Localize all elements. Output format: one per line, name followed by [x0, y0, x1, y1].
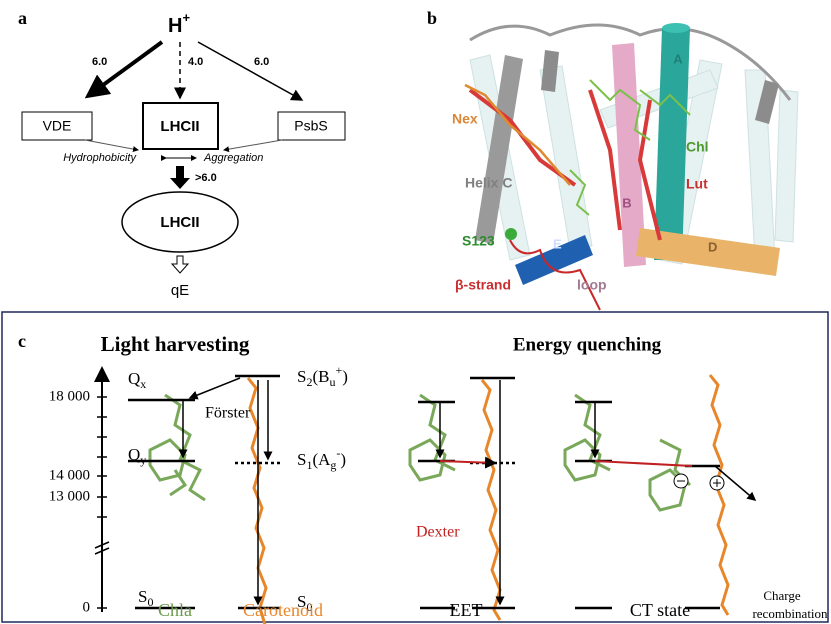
- box-label: VDE: [43, 118, 72, 134]
- axis-label: 0: [83, 599, 91, 615]
- box-label: PsbS: [294, 118, 327, 134]
- arrow-label: 4.0: [188, 56, 203, 68]
- helix-cap: [662, 23, 690, 33]
- transfer-label: Dexter: [416, 524, 460, 541]
- arrow: [224, 140, 282, 150]
- structure-label: Lut: [686, 176, 708, 192]
- ellipse-label: LHCII: [160, 214, 199, 231]
- dexter-transfer: [440, 461, 495, 463]
- structure-label: Nex: [452, 111, 478, 127]
- level-part: (B: [312, 367, 329, 386]
- level-main: Q: [128, 369, 140, 388]
- arrow: [170, 166, 190, 189]
- transfer-label: recombination: [752, 606, 828, 621]
- level-sub: x: [140, 377, 146, 391]
- transfer-label: Förster: [205, 405, 251, 422]
- axis-label: 14 000: [49, 467, 90, 483]
- result: qE: [171, 282, 189, 299]
- panel-letter: c: [18, 331, 26, 351]
- transitions: [183, 378, 755, 604]
- structure-label: A: [673, 51, 683, 66]
- panel-a: a H+ 6.0 4.0 6.0 VDE LHCII PsbS Hydropho…: [18, 8, 345, 299]
- level-sub: 0: [147, 595, 153, 609]
- arrow-label: 6.0: [92, 56, 107, 68]
- arrow-label: 6.0: [254, 56, 269, 68]
- arrow: [198, 42, 302, 100]
- proton-sup: +: [182, 10, 190, 25]
- proton-main: H: [168, 15, 182, 37]
- level-part: ): [342, 367, 348, 386]
- caption: Chla: [158, 600, 192, 620]
- caption: Carotenoid: [243, 600, 323, 620]
- level-part: S: [297, 367, 306, 386]
- structure-label: B: [622, 195, 631, 210]
- level-sub: y: [140, 453, 146, 467]
- caption: CT state: [630, 600, 690, 620]
- structure-label: E: [553, 236, 562, 251]
- caption: EET: [450, 600, 483, 620]
- section-title: Light harvesting: [101, 332, 250, 356]
- level-main: Q: [128, 445, 140, 464]
- level-main: S: [138, 587, 147, 606]
- level-part: g: [330, 458, 336, 472]
- structure-label: D: [708, 239, 717, 254]
- panel-c: c Light harvesting Energy quenching 18 0…: [2, 312, 828, 624]
- level-part: S: [297, 450, 306, 469]
- transfer-label: Charge: [763, 588, 801, 603]
- axis-label: 18 000: [49, 388, 90, 404]
- link-label: Hydrophobicity: [63, 152, 137, 164]
- structure-label: loop: [577, 277, 607, 293]
- arrow: [85, 140, 138, 150]
- section-title: Energy quenching: [513, 334, 662, 355]
- level-part: ): [340, 450, 346, 469]
- arrow-label: >6.0: [195, 172, 217, 184]
- level-label: Qx: [128, 369, 146, 391]
- structure-label: Helix C: [465, 175, 512, 191]
- figure: a H+ 6.0 4.0 6.0 VDE LHCII PsbS Hydropho…: [0, 0, 831, 624]
- structure-label: S123: [462, 233, 495, 249]
- level-label: Qy: [128, 445, 146, 467]
- level-part: u: [329, 375, 335, 389]
- level-part: (A: [312, 450, 331, 469]
- level-label: S1(Ag-): [297, 446, 346, 472]
- arrow: [88, 42, 162, 96]
- level-label: S2(Bu+): [297, 363, 348, 389]
- proton: H+: [168, 10, 190, 37]
- residue: [505, 228, 517, 240]
- level-label: S0: [138, 587, 153, 609]
- link-label: Aggregation: [203, 152, 263, 164]
- carotenoid-structure: [248, 375, 728, 624]
- box-label: LHCII: [160, 118, 199, 135]
- structure-label: Chl: [686, 139, 709, 155]
- panel-letter: b: [427, 8, 437, 28]
- panel-b: b A Nex Chl Helix C Lut B S123 E D β-str…: [427, 8, 798, 310]
- panel-letter: a: [18, 8, 27, 28]
- axis-label: 13 000: [49, 488, 90, 504]
- arrow: [172, 256, 188, 273]
- structure-label: β-strand: [455, 277, 511, 293]
